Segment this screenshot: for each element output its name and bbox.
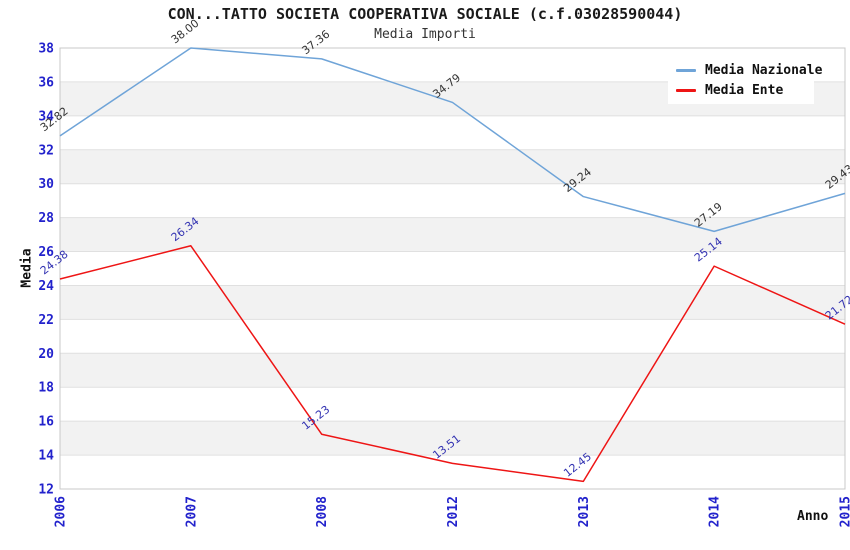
x-tick-label: 2007 bbox=[184, 496, 199, 527]
chart-title: CON...TATTO SOCIETA COOPERATIVA SOCIALE … bbox=[167, 5, 683, 23]
legend-item-label: Media Nazionale bbox=[705, 62, 823, 78]
y-axis-title: Media bbox=[19, 248, 35, 288]
y-tick-label: 26 bbox=[38, 245, 54, 260]
y-tick-label: 18 bbox=[38, 381, 54, 396]
y-tick-label: 32 bbox=[38, 143, 54, 158]
x-tick-label: 2013 bbox=[577, 496, 592, 527]
y-tick-label: 30 bbox=[38, 177, 54, 192]
plot-band bbox=[60, 421, 845, 456]
series-line-media-nazionale bbox=[59, 47, 846, 233]
series-line-media-ente bbox=[59, 245, 846, 483]
plot-band bbox=[60, 149, 845, 184]
point-label: 38.00 bbox=[169, 17, 202, 47]
y-tick-label: 24 bbox=[38, 279, 54, 294]
y-tick-label: 34 bbox=[38, 109, 54, 124]
x-tick-label: 2012 bbox=[446, 496, 461, 527]
chart-subtitle: Media Importi bbox=[374, 27, 476, 42]
plot-border bbox=[59, 47, 846, 490]
legend-swatch bbox=[676, 88, 696, 92]
y-tick-label: 16 bbox=[38, 415, 54, 430]
legend-swatch bbox=[676, 68, 696, 72]
x-axis-title: Anno bbox=[797, 509, 829, 524]
y-tick-label: 28 bbox=[38, 211, 54, 226]
y-tick-label: 22 bbox=[38, 313, 54, 328]
y-tick-label: 20 bbox=[38, 347, 54, 362]
y-tick-label: 36 bbox=[38, 75, 54, 90]
x-tick-label: 2006 bbox=[54, 496, 69, 527]
x-tick-label: 2015 bbox=[839, 496, 850, 527]
legend-item-media-ente: Media Ente bbox=[668, 80, 814, 100]
legend-item-media-nazionale: Media Nazionale bbox=[668, 60, 822, 80]
y-tick-label: 12 bbox=[38, 483, 54, 498]
x-tick-label: 2008 bbox=[315, 496, 330, 527]
legend: Media Nazionale Media Ente bbox=[668, 56, 822, 104]
plot-band bbox=[60, 353, 845, 388]
legend-item-label: Media Ente bbox=[705, 82, 784, 98]
point-label: 37.36 bbox=[300, 28, 333, 58]
plot-band bbox=[60, 285, 845, 320]
y-tick-label: 14 bbox=[38, 449, 54, 464]
y-tick-label: 38 bbox=[38, 42, 54, 57]
x-tick-label: 2014 bbox=[708, 496, 723, 527]
